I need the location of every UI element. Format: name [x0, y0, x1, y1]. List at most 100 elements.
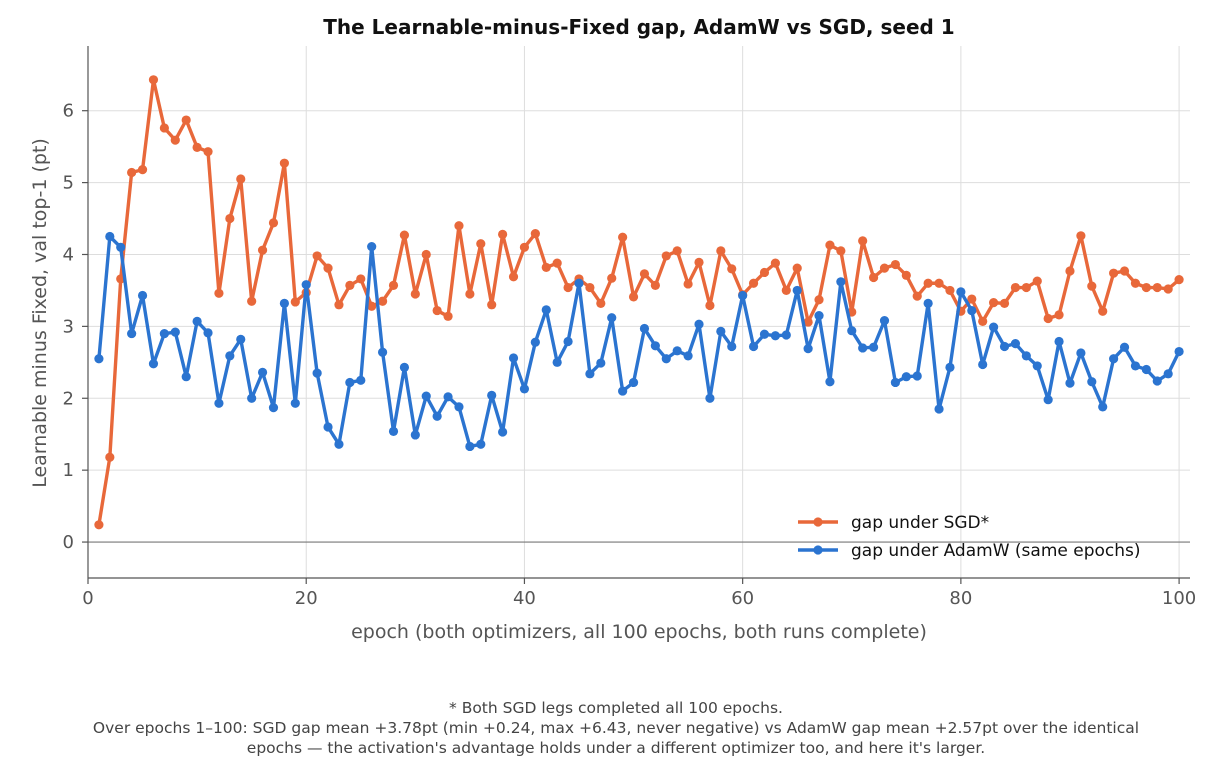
data-point-sgd: [508, 272, 519, 282]
data-point-adamw: [803, 344, 813, 354]
data-point-sgd: [159, 123, 169, 133]
data-point-adamw: [410, 430, 420, 440]
data-point-sgd: [792, 263, 802, 273]
data-point-sgd: [94, 520, 104, 530]
data-point-adamw: [661, 354, 671, 364]
data-point-adamw: [1010, 339, 1021, 349]
data-point-adamw: [912, 371, 922, 381]
data-point-sgd: [1087, 281, 1097, 291]
data-point-adamw: [683, 351, 693, 361]
data-point-sgd: [1141, 282, 1151, 293]
data-point-sgd: [999, 298, 1010, 308]
data-point-sgd: [607, 273, 617, 283]
data-point-sgd: [443, 311, 453, 321]
data-point-sgd: [530, 229, 540, 239]
data-point-adamw: [116, 242, 126, 252]
grid: [88, 46, 1190, 578]
data-point-sgd: [1130, 278, 1141, 288]
chart-title: The Learnable-minus-Fixed gap, AdamW vs …: [323, 15, 954, 39]
data-point-adamw: [770, 331, 780, 341]
data-point-adamw: [148, 359, 159, 369]
data-point-sgd: [519, 242, 530, 252]
data-point-sgd: [465, 289, 475, 299]
data-point-sgd: [967, 294, 977, 304]
data-point-adamw: [890, 377, 901, 388]
data-point-sgd: [694, 257, 704, 267]
data-point-sgd: [105, 452, 115, 462]
data-point-adamw: [956, 287, 966, 297]
data-point-sgd: [945, 285, 955, 296]
data-point-adamw: [716, 326, 726, 337]
data-point-adamw: [738, 290, 748, 301]
data-point-adamw: [1021, 351, 1031, 361]
data-point-adamw: [323, 422, 333, 432]
data-point-adamw: [137, 290, 148, 301]
data-point-sgd: [934, 278, 944, 288]
data-point-sgd: [748, 278, 759, 288]
legend: gap under SGD* gap under AdamW (same epoc…: [798, 513, 1141, 561]
data-point-adamw: [214, 398, 224, 408]
legend-label-adamw: gap under AdamW (same epochs): [851, 541, 1141, 561]
data-point-sgd: [868, 272, 879, 283]
data-point-adamw: [312, 368, 322, 378]
data-point-adamw: [934, 404, 944, 414]
data-point-sgd: [487, 300, 497, 310]
data-point-sgd: [727, 264, 737, 274]
data-point-sgd: [312, 251, 322, 261]
series: [94, 75, 1184, 530]
data-point-sgd: [192, 142, 202, 152]
data-point-sgd: [1065, 266, 1075, 276]
data-point-adamw: [781, 330, 791, 340]
data-point-adamw: [399, 362, 410, 372]
y-tick-label: 6: [63, 101, 74, 122]
data-point-sgd: [596, 298, 606, 308]
data-point-adamw: [879, 316, 890, 326]
data-point-adamw: [356, 375, 366, 385]
x-tick-label: 80: [949, 588, 972, 609]
data-point-sgd: [181, 115, 191, 125]
y-tick-label: 0: [63, 532, 74, 553]
y-tick-label: 1: [63, 460, 74, 481]
data-point-sgd: [432, 305, 442, 316]
data-point-sgd: [759, 267, 770, 278]
footnote-line-3: epochs — the activation's advantage hold…: [247, 739, 985, 757]
data-point-sgd: [683, 279, 693, 289]
data-point-adamw: [94, 354, 104, 364]
data-point-adamw: [541, 305, 551, 315]
footnote: * Both SGD legs completed all 100 epochs…: [93, 699, 1139, 757]
data-point-sgd: [290, 297, 300, 307]
data-point-adamw: [236, 334, 246, 344]
data-point-sgd: [923, 278, 933, 288]
data-point-sgd: [1032, 276, 1042, 286]
data-point-adamw: [1087, 377, 1097, 387]
data-point-adamw: [1141, 364, 1151, 375]
data-point-sgd: [410, 289, 420, 299]
data-point-sgd: [476, 239, 486, 249]
data-point-adamw: [672, 346, 682, 356]
data-point-sgd: [890, 259, 901, 270]
data-point-adamw: [607, 313, 617, 323]
data-point-adamw: [1054, 336, 1064, 347]
data-point-sgd: [541, 262, 551, 273]
data-point-sgd: [705, 300, 715, 311]
data-point-sgd: [1174, 275, 1184, 285]
data-point-sgd: [399, 230, 410, 240]
legend-marker-sgd: [813, 517, 823, 527]
data-point-adamw: [127, 328, 137, 339]
data-point-adamw: [705, 393, 715, 403]
legend-marker-adamw: [813, 545, 823, 555]
data-point-sgd: [1098, 306, 1108, 316]
data-point-sgd: [825, 240, 835, 250]
data-point-adamw: [1163, 369, 1173, 379]
data-point-sgd: [214, 288, 224, 298]
data-point-sgd: [858, 236, 868, 246]
data-point-sgd: [781, 285, 791, 296]
data-point-sgd: [1152, 282, 1162, 293]
data-point-adamw: [1065, 378, 1075, 388]
x-tick-label: 40: [513, 588, 536, 609]
data-point-sgd: [563, 282, 573, 293]
data-point-sgd: [203, 147, 213, 157]
data-point-adamw: [1109, 354, 1119, 364]
data-point-sgd: [585, 282, 595, 293]
data-point-sgd: [1043, 313, 1053, 324]
